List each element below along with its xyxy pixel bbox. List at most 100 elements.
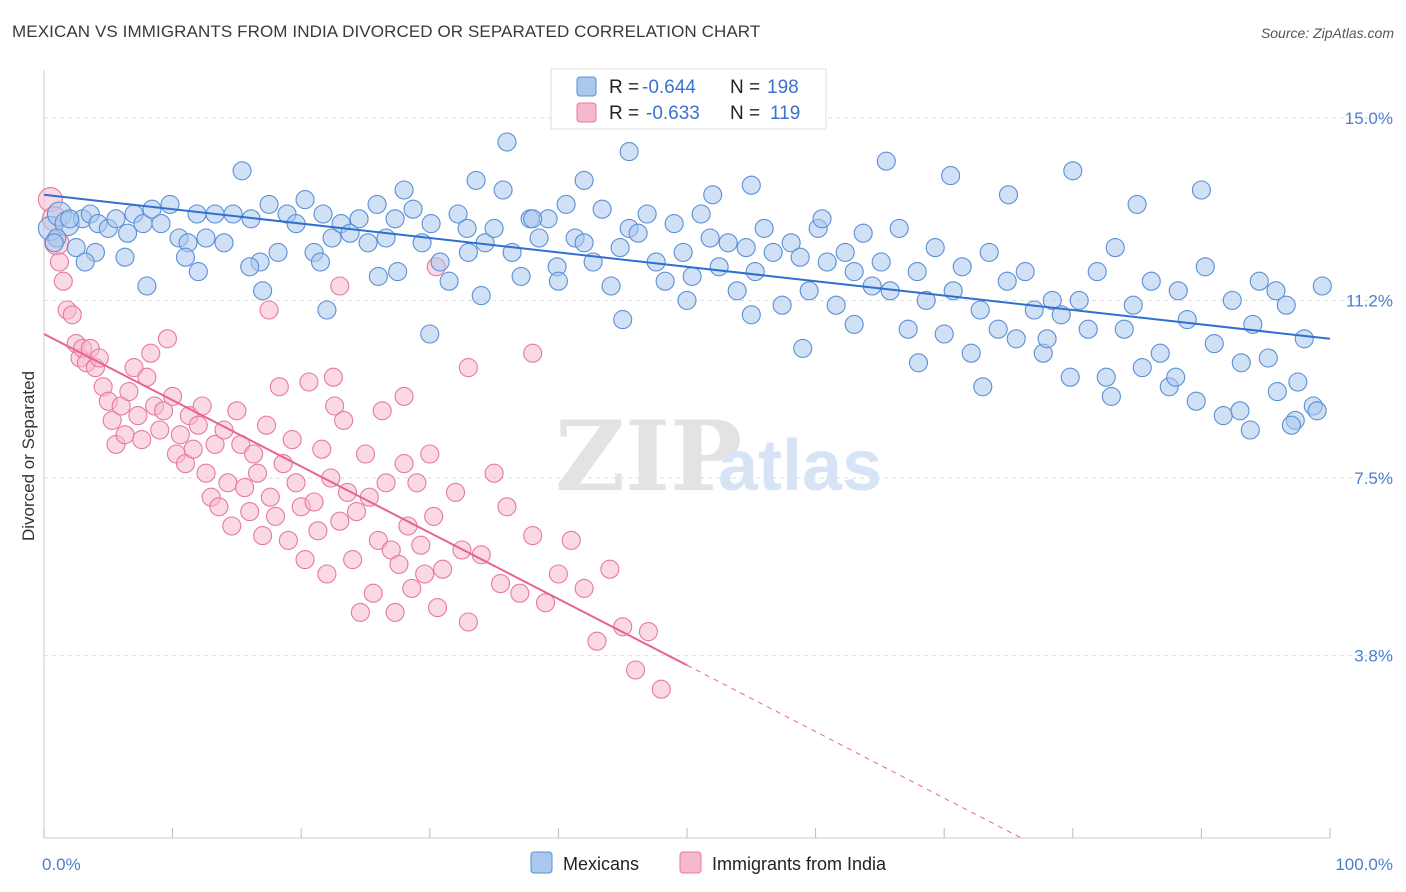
india-point [372, 401, 392, 421]
india-point [209, 497, 229, 517]
mexican-point [826, 295, 846, 315]
mexican-point [1114, 319, 1134, 339]
india-point [458, 358, 478, 378]
india-point [484, 463, 504, 483]
mexican-point [700, 228, 720, 248]
mexican-point [844, 314, 864, 334]
mexican-point [548, 271, 568, 291]
mexican-point [1123, 295, 1143, 315]
india-point [523, 526, 543, 546]
india-point [343, 550, 363, 570]
mexican-point [970, 300, 990, 320]
india-point [205, 434, 225, 454]
india-point [350, 602, 370, 622]
india-point [334, 410, 354, 430]
mexican-point [368, 266, 388, 286]
india-point [323, 367, 343, 387]
mexican-point [75, 252, 95, 272]
mexican-point [1105, 238, 1125, 258]
india-point [548, 564, 568, 584]
mexican-point [430, 252, 450, 272]
mexican-point [799, 281, 819, 301]
grid-lines [44, 117, 1392, 657]
mexican-point [574, 170, 594, 190]
mexican-point [610, 238, 630, 258]
india-point [308, 521, 328, 541]
india-point [490, 574, 511, 594]
india-point [218, 473, 238, 493]
mexican-point [1195, 257, 1215, 277]
india-point [600, 559, 620, 579]
mexican-point [1063, 161, 1083, 181]
mexican-point [1166, 367, 1186, 387]
mexican-point [1258, 348, 1278, 368]
mexican-point [1060, 367, 1080, 387]
mexican-point [907, 262, 927, 282]
watermark-atlas: atlas [718, 426, 882, 506]
mexican-point [736, 238, 756, 258]
mexican-point [655, 271, 675, 291]
india-point [402, 578, 422, 598]
india-point [389, 554, 409, 574]
mexican-point [682, 266, 702, 286]
x-tick-label-min: 0.0% [42, 855, 81, 874]
mexican-point [1096, 367, 1116, 387]
mexican-point [876, 151, 896, 171]
legend-box: R = -0.644 N = 198 R = -0.633 N = 119 [550, 68, 827, 130]
india-point [385, 602, 405, 622]
mexican-point [1240, 420, 1260, 440]
mexican-point [1186, 391, 1206, 411]
mexican-point [385, 209, 405, 229]
legend-r-label-1: R = [609, 77, 639, 98]
mexican-point [1213, 406, 1233, 426]
mexican-point [941, 166, 961, 186]
india-point [102, 410, 122, 430]
mexican-point [1191, 180, 1211, 200]
y-tick-label: 11.2% [1346, 291, 1393, 310]
india-point [157, 329, 178, 349]
india-point [265, 506, 286, 526]
mexican-point [44, 233, 64, 253]
mexican-point [973, 377, 993, 397]
mexican-point [790, 247, 810, 267]
mexican-point [998, 185, 1019, 205]
india-point [523, 343, 543, 363]
india-point [330, 511, 350, 531]
mexican-point [137, 276, 157, 296]
india-point [196, 463, 216, 483]
mexican-point [1230, 401, 1250, 421]
legend-frame [550, 68, 827, 130]
india-point [587, 631, 607, 651]
mexican-point [741, 305, 761, 325]
mexican-point [1132, 358, 1152, 378]
india-point [445, 482, 466, 502]
mexican-point [709, 257, 729, 277]
mexican-point [484, 218, 504, 238]
india-point [317, 564, 337, 584]
mexican-point [223, 204, 243, 224]
mexican-point [677, 290, 697, 310]
india-point [394, 386, 414, 406]
india-point [415, 564, 435, 584]
mexican-point [1168, 281, 1188, 301]
mexican-point [601, 276, 621, 296]
mexican-point [703, 185, 723, 205]
legend-r-label-2: R = [609, 103, 639, 124]
mexican-point [1051, 305, 1071, 325]
mexican-point [961, 343, 981, 363]
india-point [312, 439, 332, 459]
mexican-point [394, 180, 414, 200]
india-point [286, 473, 306, 493]
mexican-point [1312, 276, 1332, 296]
mexican-point [1281, 415, 1301, 435]
mexican-point [835, 242, 855, 262]
legend-n-label-2: N = [730, 103, 760, 124]
mexican-point [523, 209, 543, 229]
mexican-point [754, 218, 774, 238]
mexican-point [471, 286, 491, 306]
mexican-point [556, 194, 576, 214]
mexican-point [934, 324, 954, 344]
india-point [222, 516, 242, 536]
india-point [535, 593, 556, 613]
mexican-point [160, 194, 180, 214]
